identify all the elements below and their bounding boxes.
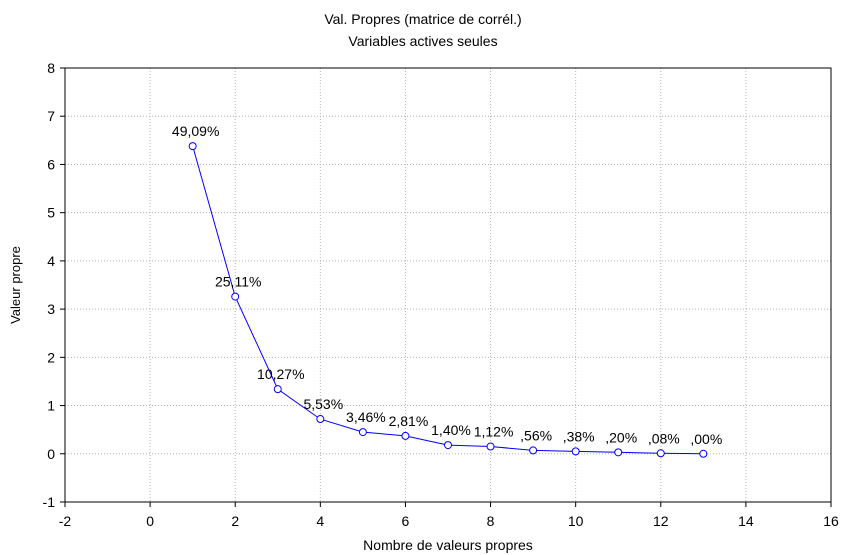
data-label: 3,46% [346,409,386,425]
data-label: ,00% [690,431,722,447]
y-tick-label: 8 [47,60,55,76]
data-label: ,20% [605,429,637,445]
x-tick-label: 10 [568,513,584,529]
x-tick-label: 6 [402,513,410,529]
data-label: 1,12% [474,424,514,440]
series-eigenvalues: 49,09% 25,11% 10,27% 5,53%3,46% 2,81%1,40% 1,… [172,123,722,458]
data-point [444,441,452,450]
x-tick-label: 8 [487,513,495,529]
y-tick-label: -1 [43,494,56,510]
y-tick-label: 4 [47,253,55,269]
x-tick-label: 16 [823,513,839,529]
chart-title: Val. Propres (matrice de corrél.) [324,11,521,27]
x-axis-title: Nombre de valeurs propres [363,537,533,553]
y-tick-label: 3 [47,301,55,317]
data-point [614,448,623,457]
x-tick-label: 2 [231,513,239,529]
series-line [192,145,704,455]
plot-area-frame [64,67,832,503]
data-point [273,385,282,394]
data-point [486,442,495,451]
y-tick-label: 1 [47,398,55,414]
y-tick-label: 2 [47,349,55,365]
data-label: 25,11% [215,274,261,290]
data-point [358,428,367,437]
data-point [401,431,410,440]
grid-lines [65,68,831,502]
data-point [188,142,197,151]
data-point [656,449,665,458]
data-point [529,446,538,455]
x-tick-label: 14 [738,513,754,529]
data-point [571,447,580,456]
data-point [231,292,240,301]
x-tick-label: 12 [653,513,669,529]
y-tick-label: 6 [47,156,55,172]
data-point [699,449,708,458]
x-tick-label: 0 [146,513,154,529]
data-label: 2,81% [389,413,429,429]
y-tick-label: 0 [47,446,55,462]
y-axis-title: Valeur propre [8,246,23,324]
data-label: ,38% [563,428,595,444]
x-tick-label: -2 [59,513,72,529]
data-label: 1,40% [431,422,471,438]
x-tick-label: 4 [316,513,324,529]
data-label: ,56% [520,427,552,443]
data-label: 10,27% [257,366,304,382]
y-tick-label: 7 [47,108,55,124]
data-label: 49,09% [172,123,219,139]
data-point [316,415,325,424]
y-tick-label: 5 [47,205,55,221]
data-label: ,08% [648,430,680,446]
data-label: 5,53% [303,396,343,412]
chart-subtitle: Variables actives seules [348,33,497,49]
